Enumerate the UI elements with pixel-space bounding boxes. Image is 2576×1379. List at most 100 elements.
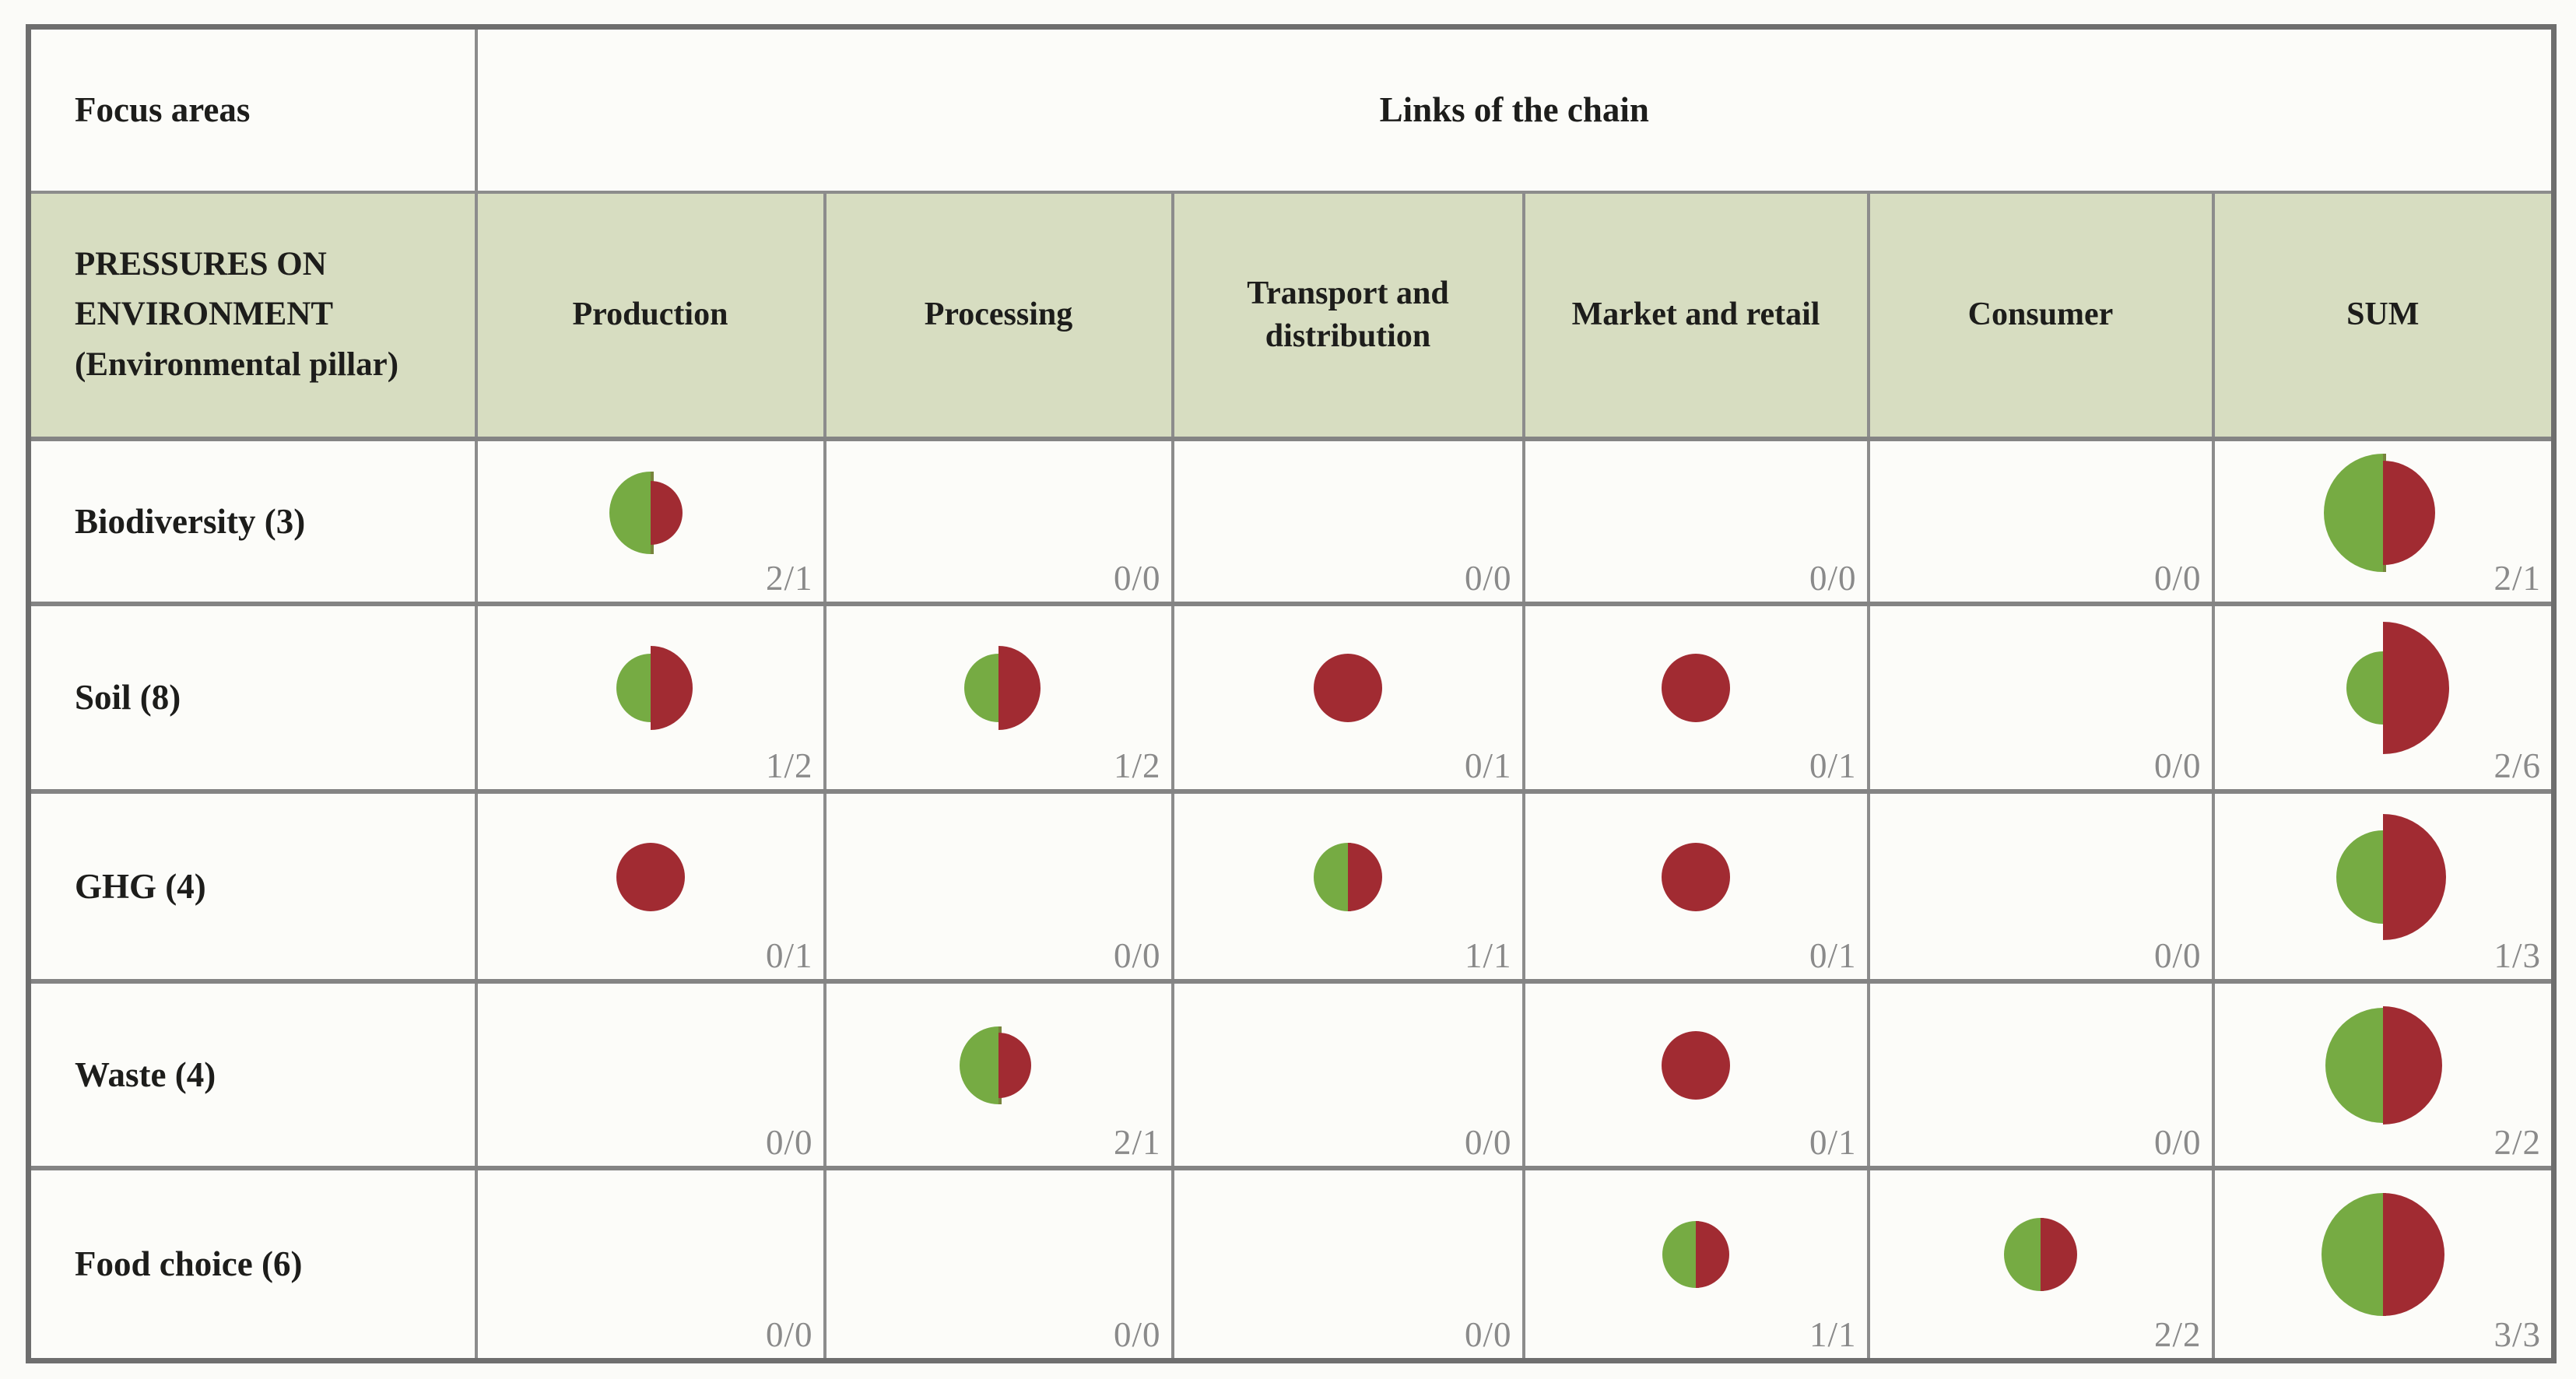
cell-count-label: 0/0 [2153,935,2202,975]
table-header-row-columns: PRESSURES ON ENVIRONMENT (Environmental … [26,190,2556,440]
matrix-cell-waste-sum: 2/2 [2211,978,2556,1170]
cell-count-label: 0/0 [2153,558,2202,598]
row-label-ghg: GHG (4) [26,788,478,983]
cell-count-label: 3/3 [2494,1315,2541,1354]
matrix-cell-soil-transport: 0/1 [1170,601,1525,793]
green-half-disc [2004,1218,2044,1292]
matrix-cell-soil-consumer: 0/0 [1866,601,2215,793]
green-half-disc [616,654,654,723]
matrix-cell-ghg-processing: 0/0 [823,788,1174,983]
red-half-disc [650,481,683,546]
matrix-cell-waste-market: 0/1 [1521,978,1870,1170]
cell-count-label: 1/1 [1464,935,1512,975]
matrix-cell-ghg-market: 0/1 [1521,788,1870,983]
links-of-chain-header: Links of the chain [474,25,2556,194]
cell-count-label: 0/0 [1809,558,1857,598]
green-half-disc [1662,1221,1699,1289]
red-half-disc [2041,1218,2077,1292]
green-half-disc [2325,1007,2386,1123]
cell-count-label: 0/0 [1464,1315,1512,1354]
red-half-disc [2382,1005,2442,1125]
cell-count-label: 0/0 [1113,1315,1161,1354]
matrix-cell-biodiversity-production: 2/1 [474,436,826,605]
red-disc [616,842,685,911]
column-header-processing: Processing [823,190,1174,440]
table-header-row-top: Focus areas Links of the chain [26,25,2556,194]
cell-count-label: 1/2 [765,746,813,785]
red-disc [1314,654,1382,723]
green-half-disc [2323,454,2386,573]
matrix-cell-food-production: 0/0 [474,1165,826,1363]
red-disc [1662,654,1730,723]
matrix-cell-waste-processing: 2/1 [823,978,1174,1170]
column-header-transport-distribution: Transport and distribution [1170,190,1525,440]
matrix-cell-soil-market: 0/1 [1521,601,1870,793]
cell-count-label: 0/1 [1809,746,1857,785]
cell-count-label: 1/2 [1113,746,1161,785]
row-label-biodiversity: Biodiversity (3) [26,436,478,605]
table-row-ghg: GHG (4) 0/1 0/0 1/1 0/1 0/0 1/3 [26,788,2556,983]
cell-count-label: 0/1 [765,935,813,975]
column-header-consumer: Consumer [1866,190,2215,440]
matrix-cell-biodiversity-consumer: 0/0 [1866,436,2215,605]
row-label-food-choice: Food choice (6) [26,1165,478,1363]
red-half-disc [650,646,693,731]
red-half-disc [998,646,1041,731]
red-half-disc [2382,461,2435,566]
matrix-cell-waste-production: 0/0 [474,978,826,1170]
red-half-disc [2382,813,2446,940]
green-half-disc [2336,830,2386,924]
matrix-cell-biodiversity-transport: 0/0 [1170,436,1525,605]
matrix-cell-soil-processing: 1/2 [823,601,1174,793]
matrix-cell-food-processing: 0/0 [823,1165,1174,1363]
table-row-biodiversity: Biodiversity (3) 2/1 0/0 0/0 0/0 0/0 2/1 [26,436,2556,605]
pressures-matrix-table: Focus areas Links of the chain PRESSURES… [26,24,2557,1363]
table-row-waste: Waste (4) 0/0 2/1 0/0 0/1 0/0 2/2 [26,978,2556,1170]
cell-count-label: 0/1 [1464,746,1512,785]
cell-count-label: 0/0 [2153,1122,2202,1162]
focus-areas-header: Focus areas [26,25,478,194]
matrix-cell-biodiversity-market: 0/0 [1521,436,1870,605]
matrix-cell-waste-transport: 0/0 [1170,978,1525,1170]
green-half-disc [609,472,654,555]
cell-count-label: 2/6 [2494,746,2541,785]
matrix-cell-food-sum: 3/3 [2211,1165,2556,1363]
cell-count-label: 0/0 [2153,746,2202,785]
red-half-disc [2382,622,2449,755]
pressures-on-environment-header: PRESSURES ON ENVIRONMENT (Environmental … [26,190,478,440]
matrix-cell-ghg-sum: 1/3 [2211,788,2556,983]
green-half-disc [2346,651,2386,725]
column-header-market-retail: Market and retail [1521,190,1870,440]
cell-count-label: 1/3 [2494,935,2541,975]
matrix-cell-ghg-production: 0/1 [474,788,826,983]
matrix-cell-waste-consumer: 0/0 [1866,978,2215,1170]
matrix-cell-food-market: 1/1 [1521,1165,1870,1363]
cell-count-label: 0/0 [1464,558,1512,598]
cell-count-label: 0/0 [1113,558,1161,598]
matrix-cell-food-transport: 0/0 [1170,1165,1525,1363]
matrix-cell-ghg-consumer: 0/0 [1866,788,2215,983]
cell-count-label: 2/1 [765,558,813,598]
cell-count-label: 0/0 [1464,1122,1512,1162]
green-half-disc [960,1026,1002,1104]
cell-count-label: 0/0 [765,1315,813,1354]
cell-count-label: 0/0 [765,1122,813,1162]
red-disc [1662,842,1730,911]
matrix-cell-ghg-transport: 1/1 [1170,788,1525,983]
row-label-waste: Waste (4) [26,978,478,1170]
row-label-soil: Soil (8) [26,601,478,793]
column-header-production: Production [474,190,826,440]
cell-count-label: 2/2 [2153,1315,2202,1354]
cell-count-label: 0/1 [1809,1122,1857,1162]
red-half-disc [998,1032,1031,1098]
matrix-cell-biodiversity-sum: 2/1 [2211,436,2556,605]
cell-count-label: 2/1 [1113,1122,1161,1162]
red-disc [1662,1030,1730,1100]
cell-count-label: 0/1 [1809,935,1857,975]
table-row-soil: Soil (8) 1/2 1/2 0/1 0/1 0/0 2/6 [26,601,2556,793]
table-row-food-choice: Food choice (6) 0/0 0/0 0/0 1/1 2/2 3/3 [26,1165,2556,1363]
column-header-sum: SUM [2211,190,2556,440]
green-half-disc [964,654,1002,723]
matrix-cell-soil-sum: 2/6 [2211,601,2556,793]
